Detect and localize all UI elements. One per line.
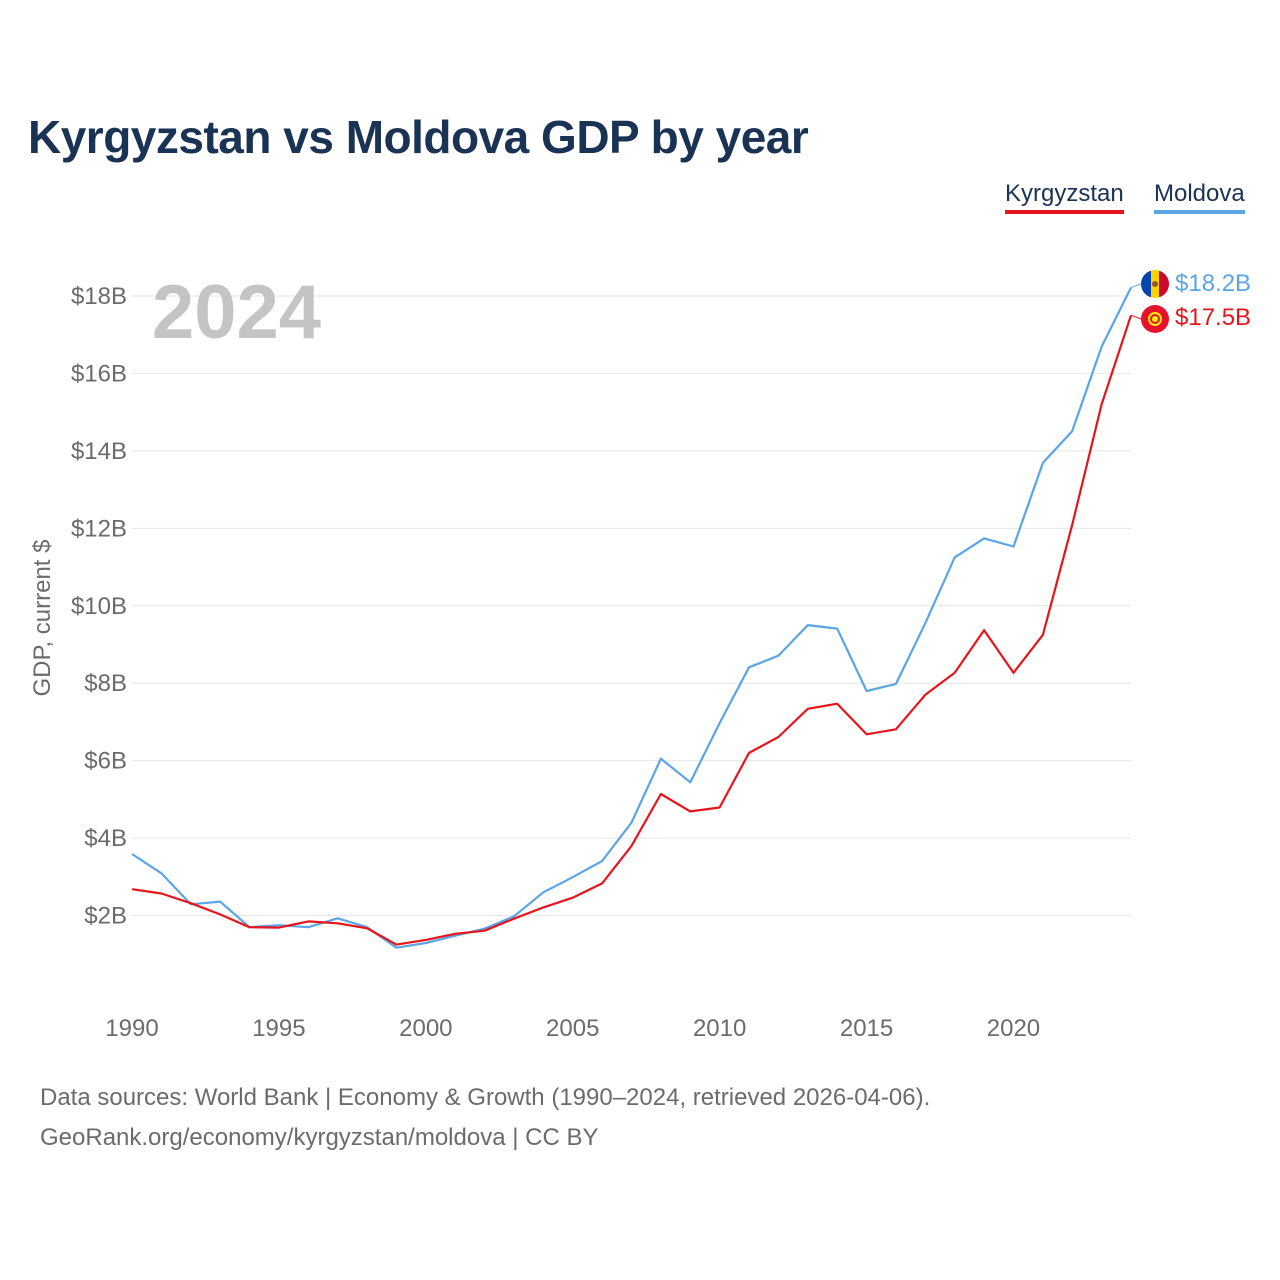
end-label-moldova: $18.2B: [1175, 270, 1251, 297]
end-label-kyrgyzstan: $17.5B: [1175, 304, 1251, 331]
y-tick-label: $16B: [71, 360, 127, 387]
series-line-moldova[interactable]: [131, 287, 1132, 949]
y-axis-label: GDP, current $: [29, 540, 56, 697]
x-tick-label: 1995: [252, 1015, 305, 1042]
x-tick-label: 2010: [693, 1015, 746, 1042]
moldova-flag-icon: [1141, 270, 1169, 298]
chart-title: Kyrgyzstan vs Moldova GDP by year: [28, 111, 809, 163]
legend-item-kyrgyzstan[interactable]: Kyrgyzstan: [1005, 180, 1124, 214]
x-tick-label: 2015: [840, 1015, 893, 1042]
y-tick-label: $8B: [84, 670, 127, 697]
y-tick-label: $10B: [71, 593, 127, 620]
leader-line: [1130, 283, 1142, 288]
year-watermark: 2024: [152, 270, 321, 355]
y-tick-label: $18B: [71, 283, 127, 310]
footer-source: Data sources: World Bank | Economy & Gro…: [40, 1084, 931, 1111]
y-tick-label: $12B: [71, 515, 127, 542]
y-tick-label: $4B: [84, 825, 127, 852]
x-tick-label: 1990: [105, 1015, 158, 1042]
footer-attribution[interactable]: GeoRank.org/economy/kyrgyzstan/moldova |…: [40, 1124, 599, 1151]
legend-item-moldova[interactable]: Moldova: [1154, 180, 1245, 214]
y-tick-label: $6B: [84, 748, 127, 775]
leader-line: [1130, 314, 1142, 320]
y-tick-label: $14B: [71, 438, 127, 465]
y-tick-label: $2B: [84, 903, 127, 930]
series-line-kyrgyzstan[interactable]: [131, 314, 1133, 946]
x-tick-label: 2020: [987, 1015, 1040, 1042]
line-chart: 2024 $2B $4B $6B $8B $10B $12B $14B $16B $18B 19…: [29, 270, 1251, 1042]
x-tick-label: 2005: [546, 1015, 599, 1042]
kyrgyzstan-flag-icon: [1141, 305, 1169, 333]
x-tick-label: 2000: [399, 1015, 452, 1042]
